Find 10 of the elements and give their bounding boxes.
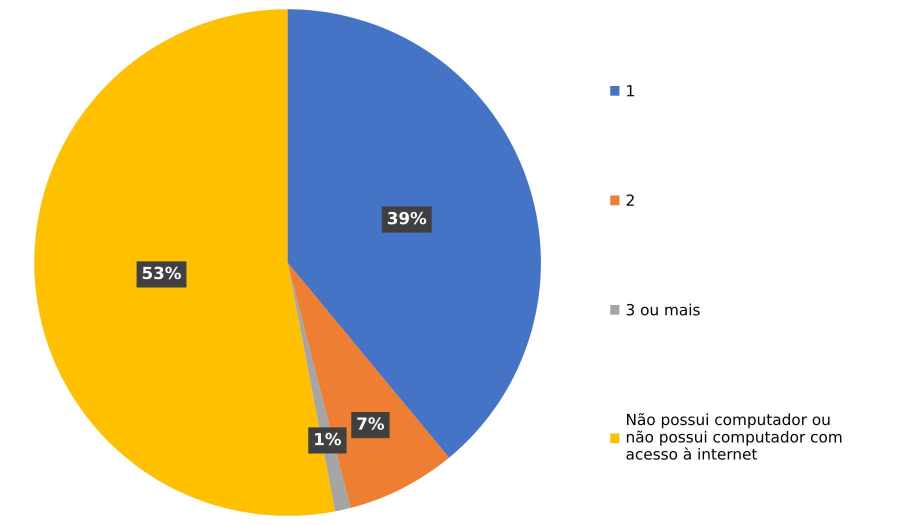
data-label: 7% [357, 417, 384, 430]
legend-label: Não possui computador ou não possui computador com acesso à internet [626, 413, 842, 460]
data-label: 1% [315, 432, 342, 446]
data-label: 53% [142, 266, 181, 280]
legend-label: 3 ou mais [626, 304, 700, 316]
legend-label: 1 [627, 85, 634, 96]
legend-label: 2 [626, 194, 634, 206]
pie-slice [288, 9, 541, 458]
pie-slice [288, 262, 450, 508]
data-label: 39% [388, 212, 426, 224]
